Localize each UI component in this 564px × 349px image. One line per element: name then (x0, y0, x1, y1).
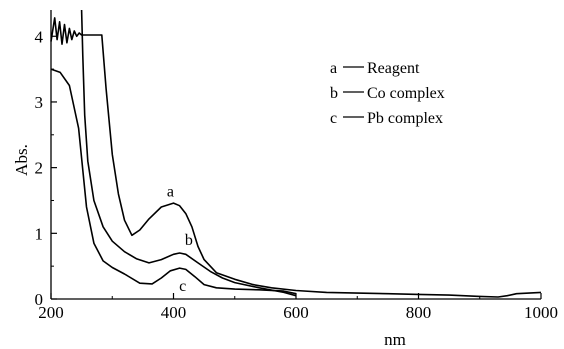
curve-label-a: a (167, 184, 174, 201)
legend-item-a: a Reagent (330, 60, 420, 77)
y-tick-label: 2 (35, 159, 44, 178)
y-tick-label: 0 (35, 290, 44, 309)
series-a-line (50, 17, 542, 298)
legend-text-a: Reagent (367, 60, 420, 77)
y-tick-label: 1 (35, 224, 44, 243)
y-tick-label: 4 (35, 27, 44, 46)
x-axis-label: nm (384, 330, 406, 349)
legend-key-b: b (330, 85, 338, 102)
series-b-line (80, 9, 297, 297)
legend-key-a: a (330, 60, 337, 77)
legend-text-c: Pb complex (367, 110, 443, 127)
x-tick-label: 200 (38, 303, 64, 322)
legend-text-b: Co complex (367, 85, 445, 102)
legend-item-b: b Co complex (330, 85, 445, 102)
x-tick-label: 600 (283, 303, 309, 322)
legend: a Reagent b Co complex c Pb complex (330, 60, 445, 127)
curve-label-c: c (179, 278, 186, 295)
x-tick-label: 1000 (524, 303, 558, 322)
legend-item-c: c Pb complex (330, 110, 443, 127)
x-tick-label: 800 (406, 303, 432, 322)
curve-label-b: b (185, 232, 193, 249)
legend-key-c: c (330, 110, 337, 127)
y-axis-label: Abs. (12, 144, 31, 176)
series-c-line (50, 68, 297, 295)
x-tick-label: 400 (161, 303, 187, 322)
y-tick-label: 3 (35, 93, 44, 112)
